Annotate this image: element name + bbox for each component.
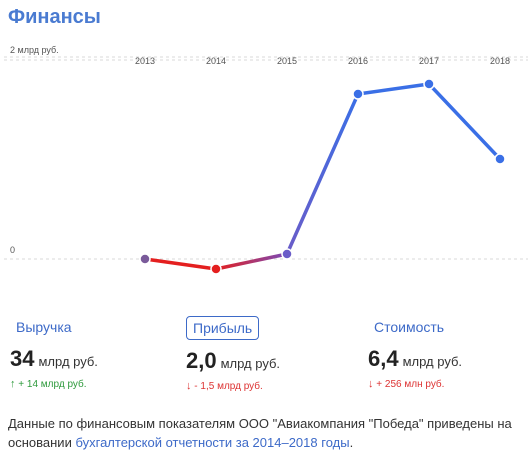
data-point[interactable] <box>281 248 293 260</box>
note-suffix: . <box>349 435 354 450</box>
data-point[interactable] <box>423 78 435 90</box>
stat-cost-change: ↓ + 256 млн руб. <box>368 378 462 390</box>
x-tick-label: 2015 <box>277 56 297 66</box>
stat-cost-number: 6,4 <box>368 346 399 371</box>
stat-profit-unit: млрд руб. <box>220 356 281 371</box>
stat-revenue-change: ↑ + 14 млрд руб. <box>10 378 98 390</box>
report-link[interactable]: бухгалтерской отчетности за 2014–2018 го… <box>75 435 350 450</box>
stats-row: Выручка 34 млрд руб. ↑ + 14 млрд руб. При… <box>0 316 532 396</box>
stat-revenue: Выручка 34 млрд руб. ↑ + 14 млрд руб. <box>10 316 98 390</box>
data-point[interactable] <box>210 263 222 275</box>
series-line-segment <box>285 92 360 256</box>
stat-cost-value: 6,4 млрд руб. <box>368 346 462 372</box>
tab-cost[interactable]: Стоимость <box>374 319 445 335</box>
stat-revenue-unit: млрд руб. <box>38 354 98 369</box>
stat-value-cost: Стоимость 6,4 млрд руб. ↓ + 256 млн руб. <box>368 316 462 390</box>
y-tick-label: 0 <box>10 245 15 255</box>
x-tick-label: 2013 <box>135 56 155 66</box>
x-tick-label: 2016 <box>348 56 368 66</box>
stat-profit-change: ↓ - 1,5 млрд руб. <box>186 380 280 392</box>
series-line-segment <box>143 257 218 271</box>
stat-profit-number: 2,0 <box>186 348 217 373</box>
series-line-segment <box>214 252 289 271</box>
y-tick-label: 2 млрд руб. <box>10 45 59 55</box>
x-tick-label: 2017 <box>419 56 439 66</box>
tab-revenue[interactable]: Выручка <box>16 319 72 335</box>
stat-profit-value: 2,0 млрд руб. <box>186 348 280 374</box>
series-line-segment <box>427 82 502 161</box>
arrow-up-icon: ↑ <box>10 378 16 390</box>
stat-revenue-change-text: + 14 млрд руб. <box>18 379 87 390</box>
arrow-down-icon: ↓ <box>186 380 192 392</box>
stat-revenue-value: 34 млрд руб. <box>10 346 98 372</box>
data-point[interactable] <box>352 88 364 100</box>
stat-profit: Прибыль 2,0 млрд руб. ↓ - 1,5 млрд руб. <box>186 316 280 392</box>
tab-profit[interactable]: Прибыль <box>186 316 260 340</box>
note-text: Данные по финансовым показателям ООО "Ав… <box>8 416 512 450</box>
stat-cost-unit: млрд руб. <box>402 354 463 369</box>
stat-revenue-number: 34 <box>10 346 35 371</box>
data-point[interactable] <box>139 253 151 265</box>
x-tick-label: 2014 <box>206 56 226 66</box>
x-tick-label: 2018 <box>490 56 510 66</box>
stat-cost-change-text: + 256 млн руб. <box>376 379 445 390</box>
series-line-segment <box>356 82 431 96</box>
profit-chart: 2 млрд руб. 0 2013 2014 2015 2016 2017 2018 <box>4 45 528 275</box>
section-title: Финансы <box>8 6 101 28</box>
data-point[interactable] <box>494 153 506 165</box>
data-source-note: Данные по финансовым показателям ООО "Ав… <box>8 414 528 452</box>
arrow-down-icon: ↓ <box>368 378 374 390</box>
stat-profit-change-text: - 1,5 млрд руб. <box>194 381 263 392</box>
